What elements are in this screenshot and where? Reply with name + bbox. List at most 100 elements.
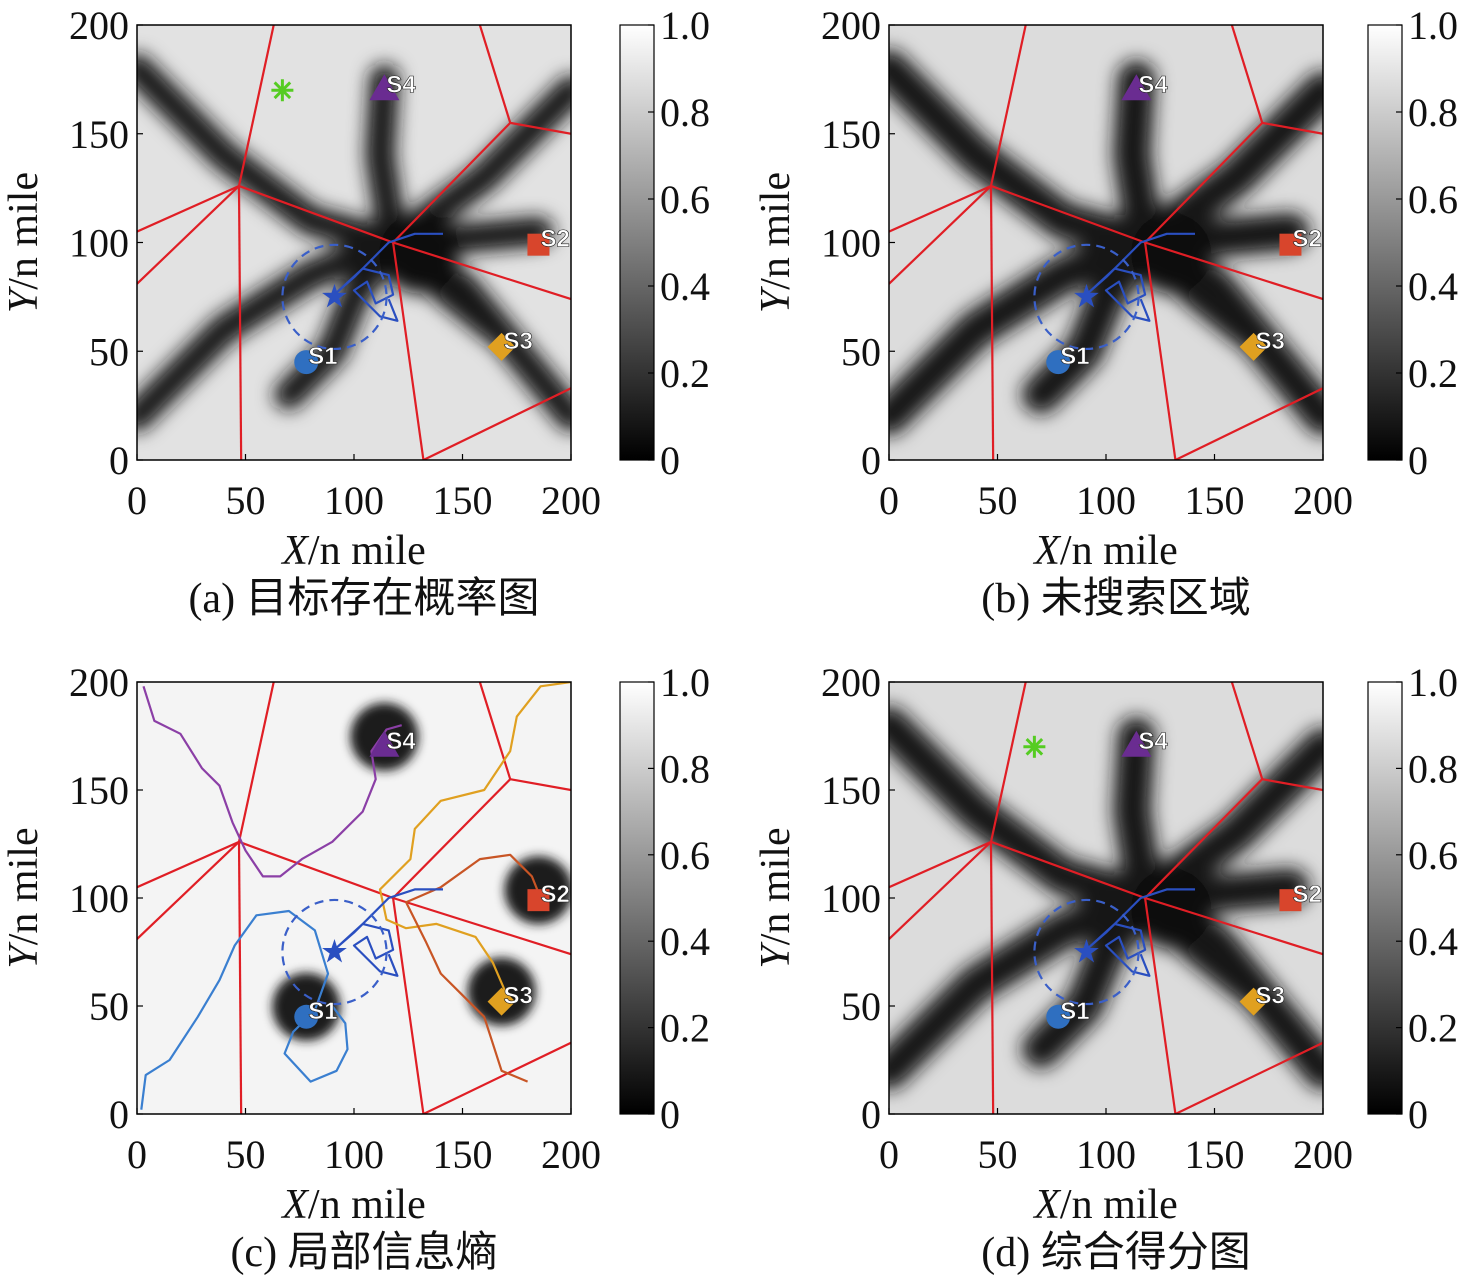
station-s3: S3 bbox=[1239, 982, 1285, 1016]
voronoi-edge bbox=[237, 682, 275, 843]
station-label: S4 bbox=[386, 71, 416, 98]
y-tick-label: 50 bbox=[89, 984, 129, 1029]
colorbar-tick-label: 0.8 bbox=[1408, 746, 1458, 791]
uav-path bbox=[1087, 888, 1195, 977]
colorbar-tick-label: 0.8 bbox=[660, 746, 710, 791]
voronoi-edge bbox=[392, 896, 571, 956]
uav-path bbox=[142, 685, 402, 878]
voronoi-edge bbox=[137, 841, 240, 940]
search-range-circle bbox=[1033, 243, 1140, 351]
x-tick-label: 50 bbox=[226, 1132, 266, 1177]
colorbar-tick-label: 1.0 bbox=[660, 660, 710, 705]
x-tick-label: 0 bbox=[127, 1132, 147, 1177]
y-tick-label: 50 bbox=[841, 329, 881, 374]
x-tick-label: 50 bbox=[226, 478, 266, 523]
y-tick-label: 150 bbox=[69, 112, 129, 157]
x-tick-label: 150 bbox=[433, 478, 493, 523]
colorbar-tick-label: 0 bbox=[1408, 438, 1428, 483]
colorbar: 0 0.2 0.4 0.6 0.8 1.0 bbox=[619, 660, 710, 1137]
station-triangle-icon bbox=[1121, 74, 1152, 101]
x-tick-label: 100 bbox=[1076, 478, 1136, 523]
search-range-circle bbox=[281, 898, 388, 1006]
voronoi-edge bbox=[1144, 122, 1264, 244]
panel-c: S1 S2 S3 S4 0 50 100 150 200 0 50 100 150 200 X/n mile… bbox=[1, 660, 710, 1276]
voronoi-edge bbox=[392, 122, 512, 244]
station-s2: S2 bbox=[1279, 881, 1322, 912]
station-label: S1 bbox=[308, 343, 337, 370]
voronoi-edge bbox=[889, 184, 992, 233]
panel-b: S1 S2 S3 S4 0 50 100 150 200 0 50 100 150 200 X/n mile… bbox=[753, 3, 1458, 622]
colorbar-tick-label: 0 bbox=[660, 438, 680, 483]
x-tick-label: 50 bbox=[978, 1132, 1018, 1177]
station-s3: S3 bbox=[487, 328, 533, 361]
uav-path bbox=[335, 888, 443, 977]
station-s1: S1 bbox=[294, 997, 338, 1029]
voronoi-edge bbox=[889, 185, 992, 285]
voronoi-edge bbox=[1174, 1041, 1323, 1114]
station-label: S1 bbox=[308, 998, 337, 1025]
search-range-circle bbox=[1033, 898, 1140, 1006]
x-tick-label: 200 bbox=[1293, 478, 1353, 523]
voronoi-edges bbox=[137, 682, 571, 1114]
voronoi-edge bbox=[889, 840, 992, 889]
x-axis-label: X/n mile bbox=[1032, 528, 1177, 574]
voronoi-edge bbox=[1143, 242, 1177, 460]
y-tick-label: 100 bbox=[69, 221, 129, 266]
colorbar-tick-label: 1.0 bbox=[1408, 3, 1458, 48]
station-s4: S4 bbox=[369, 727, 417, 757]
voronoi-edge bbox=[990, 184, 1146, 244]
station-s1: S1 bbox=[1046, 343, 1090, 375]
colorbar-tick-label: 0.8 bbox=[1408, 90, 1458, 135]
station-diamond-icon bbox=[487, 332, 516, 361]
voronoi-edge bbox=[1144, 778, 1264, 899]
dark-band bbox=[889, 49, 1323, 262]
voronoi-edge bbox=[989, 682, 1027, 843]
y-tick-label: 100 bbox=[821, 221, 881, 266]
voronoi-edge bbox=[391, 897, 425, 1114]
x-tick-label: 100 bbox=[324, 1132, 384, 1177]
x-tick-label: 0 bbox=[879, 1132, 899, 1177]
voronoi-edge bbox=[478, 25, 512, 124]
station-label: S2 bbox=[540, 226, 569, 253]
colorbar-tick-label: 0.6 bbox=[1408, 177, 1458, 222]
panel-caption: (a) 目标存在概率图 bbox=[188, 575, 539, 622]
colorbar-gradient bbox=[619, 681, 655, 1115]
station-triangle-icon bbox=[369, 74, 400, 101]
voronoi-edges bbox=[889, 682, 1323, 1114]
panel-a: S1 S2 S3 S4 0 50 100 150 200 0 50 100 150 200 X/n mile… bbox=[1, 3, 710, 622]
voronoi-edges bbox=[137, 25, 571, 460]
y-axis-label: Y/n mile bbox=[1, 172, 47, 313]
heatmap-area: S1 S2 S3 S4 bbox=[889, 25, 1323, 460]
uav-position-star-icon bbox=[322, 283, 347, 308]
station-label: S4 bbox=[386, 728, 416, 755]
x-tick-label: 150 bbox=[1185, 1132, 1245, 1177]
colorbar-tick-label: 0.4 bbox=[660, 264, 710, 309]
station-s1: S1 bbox=[1046, 997, 1090, 1029]
voronoi-edge bbox=[1174, 387, 1323, 460]
station-diamond-icon bbox=[1239, 987, 1268, 1016]
heatmap-area: S1 S2 S3 S4 bbox=[889, 682, 1323, 1114]
colorbar-tick-label: 0.6 bbox=[1408, 833, 1458, 878]
target-asterisk-icon bbox=[271, 79, 294, 102]
y-tick-label: 50 bbox=[89, 329, 129, 374]
station-s2: S2 bbox=[527, 225, 570, 256]
dark-band bbox=[273, 64, 409, 410]
dark-band bbox=[1021, 60, 1165, 414]
colorbar-tick-label: 0.2 bbox=[1408, 1006, 1458, 1051]
y-tick-label: 0 bbox=[861, 1092, 881, 1137]
voronoi-edge bbox=[1144, 896, 1323, 956]
station-label: S3 bbox=[1256, 983, 1285, 1010]
colorbar-tick-label: 0.2 bbox=[660, 1006, 710, 1051]
searched-bands bbox=[889, 49, 1323, 436]
panel-caption: (b) 未搜索区域 bbox=[981, 576, 1250, 622]
panel-caption: (d) 综合得分图 bbox=[981, 1229, 1250, 1276]
y-tick-label: 0 bbox=[109, 1092, 129, 1137]
voronoi-edge bbox=[1230, 682, 1264, 780]
heatmap-area: S1 S2 S3 S4 bbox=[137, 682, 571, 1114]
y-tick-label: 200 bbox=[821, 660, 881, 705]
panel-d: S1 S2 S3 S4 0 50 100 150 200 0 50 100 150 200 X/n mile… bbox=[753, 660, 1458, 1276]
colorbar-tick-label: 0 bbox=[1408, 1092, 1428, 1137]
station-triangle-icon bbox=[1121, 730, 1152, 757]
station-s4: S4 bbox=[369, 71, 417, 101]
colorbar: 0 0.2 0.4 0.6 0.8 1.0 bbox=[619, 3, 710, 483]
